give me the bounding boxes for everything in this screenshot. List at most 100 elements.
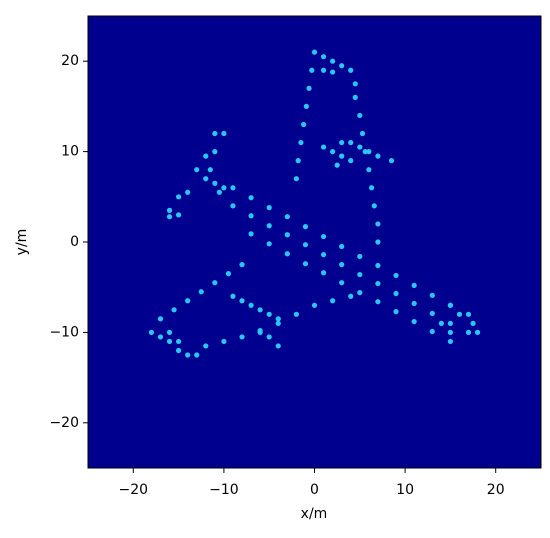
scatter-point [230, 203, 236, 209]
scatter-point [348, 293, 354, 299]
x-tick-label: 20 [487, 482, 505, 498]
scatter-point [465, 311, 472, 317]
scatter-point [207, 167, 213, 173]
scatter-point [185, 352, 191, 358]
x-axis-label: x/m [301, 506, 328, 522]
scatter-point [203, 343, 209, 349]
scatter-point [320, 270, 327, 276]
scatter-point [176, 338, 182, 345]
scatter-point [266, 223, 272, 229]
scatter-point [293, 311, 299, 317]
scatter-point [311, 302, 318, 308]
scatter-point [429, 328, 435, 335]
scatter-point [302, 224, 309, 230]
scatter-point [447, 329, 453, 335]
scatter-point [429, 292, 435, 298]
scatter-point [148, 329, 155, 335]
scatter-point [456, 311, 463, 317]
scatter-point [371, 203, 377, 209]
x-tick-label: −20 [119, 482, 149, 498]
scatter-point [339, 139, 345, 146]
scatter-point [393, 309, 399, 315]
scatter-point [198, 289, 204, 295]
scatter-point [266, 334, 272, 340]
scatter-point [357, 290, 363, 296]
scatter-point [230, 293, 236, 299]
scatter-point [465, 329, 472, 335]
scatter-point [239, 298, 245, 304]
scatter-point [306, 85, 312, 91]
scatter-point [368, 185, 375, 191]
scatter-point [239, 262, 245, 268]
scatter-point [348, 139, 354, 146]
scatter-point [303, 103, 309, 109]
scatter-point [339, 243, 345, 250]
scatter-point [339, 280, 345, 286]
scatter-point [230, 185, 236, 191]
scatter-point [185, 298, 191, 304]
scatter-point [248, 231, 254, 237]
scatter-point [357, 253, 363, 260]
scatter-point [248, 195, 254, 201]
scatter-point [388, 158, 395, 164]
scatter-point [470, 320, 476, 326]
scatter-point [284, 214, 290, 220]
scatter-point [212, 280, 218, 286]
scatter-point [438, 320, 444, 326]
scatter-point [221, 185, 227, 191]
scatter-point [248, 302, 254, 308]
scatter-point [375, 153, 381, 159]
scatter-point [293, 176, 299, 182]
scatter-point [357, 271, 363, 278]
scatter-point [266, 241, 272, 247]
y-tick-label: 10 [61, 144, 79, 160]
y-tick-label: 20 [61, 53, 79, 69]
scatter-point [166, 214, 173, 220]
scatter-point [298, 139, 304, 146]
scatter-point [176, 212, 182, 218]
scatter-point [375, 262, 381, 269]
scatter-point [339, 153, 345, 159]
scatter-point [275, 316, 281, 322]
scatter-point [266, 205, 272, 211]
scatter-point [176, 347, 182, 354]
scatter-point [212, 130, 218, 137]
scatter-point [330, 69, 336, 75]
scatter-point [357, 112, 363, 119]
scatter-point [362, 149, 368, 155]
x-tick-label: 10 [396, 482, 414, 498]
scatter-point [203, 176, 209, 182]
scatter-point [302, 242, 309, 248]
scatter-point [447, 302, 453, 308]
scatter-point [166, 329, 173, 335]
scatter-point [348, 158, 354, 164]
scatter-point [257, 307, 263, 313]
marks [148, 49, 481, 358]
scatter-point [301, 121, 307, 128]
plot-background [88, 16, 541, 468]
scatter-point [352, 94, 358, 100]
scatter-point [429, 310, 435, 317]
scatter-point [221, 338, 227, 345]
scatter-point [411, 282, 417, 288]
scatter-point [366, 149, 372, 155]
y-axis-label: y/m [14, 229, 30, 256]
scatter-point [266, 311, 272, 317]
scatter-point [157, 334, 164, 340]
scatter-point [411, 318, 417, 325]
scatter-point [474, 329, 481, 335]
scatter-point [166, 207, 173, 213]
scatter-point [375, 239, 381, 245]
scatter-point [203, 153, 209, 159]
scatter-point [393, 272, 399, 279]
y-tick-label: −10 [49, 324, 79, 340]
scatter-point [411, 300, 417, 307]
scatter-point [330, 298, 336, 304]
scatter-point [339, 63, 345, 69]
scatter-point [275, 343, 281, 349]
scatter-point [320, 67, 327, 73]
scatter-point [166, 338, 173, 345]
scatter-point [330, 58, 336, 64]
scatter-point [176, 194, 182, 200]
